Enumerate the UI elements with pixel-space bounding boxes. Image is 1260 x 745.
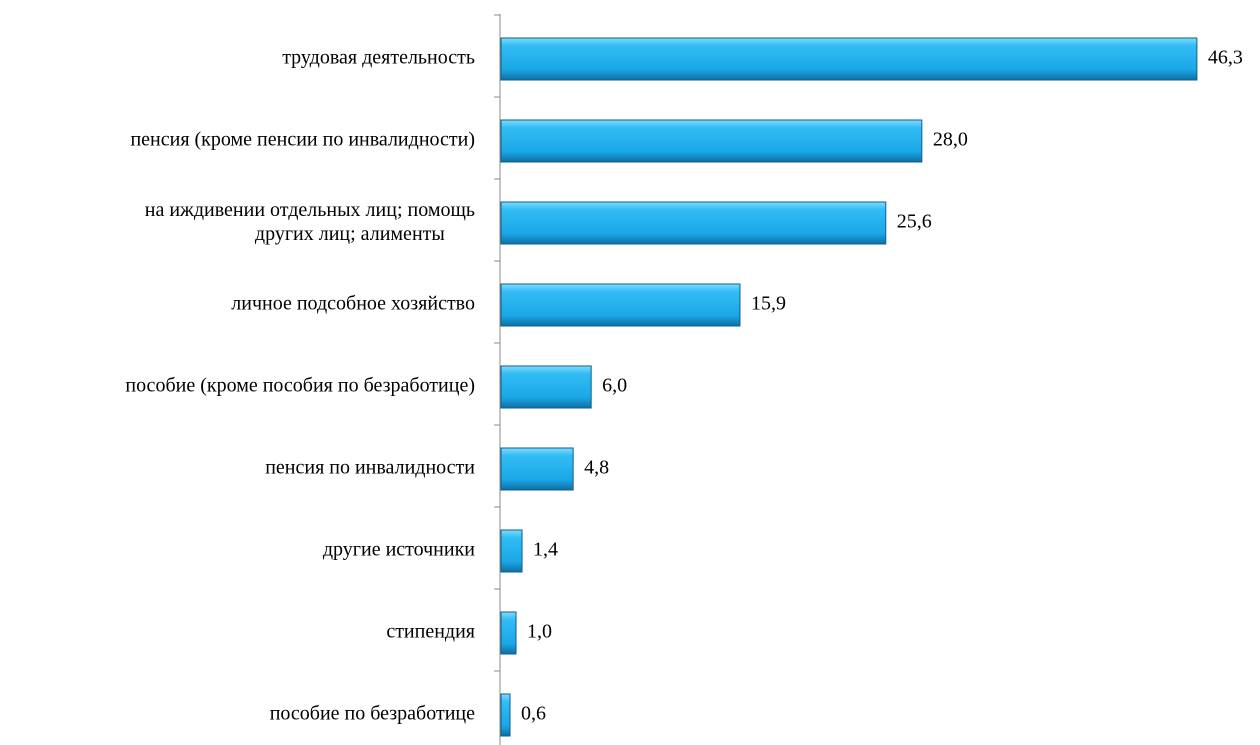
value-label: 15,9 xyxy=(751,293,786,315)
bar xyxy=(500,611,517,655)
bar xyxy=(500,365,592,409)
value-label: 1,4 xyxy=(533,539,558,561)
category-label: другие источники xyxy=(323,539,475,561)
bar xyxy=(500,447,574,491)
bar xyxy=(500,529,523,573)
value-label: 0,6 xyxy=(521,703,546,725)
category-label: трудовая деятельность xyxy=(282,47,475,69)
value-label: 28,0 xyxy=(933,129,968,151)
bar xyxy=(500,693,511,737)
category-label: пособие по безработице xyxy=(270,703,475,725)
bar xyxy=(500,37,1198,81)
category-label: пенсия по инвалидности xyxy=(265,457,475,479)
category-label: стипендия xyxy=(386,621,475,643)
value-label: 25,6 xyxy=(897,211,932,233)
value-label: 6,0 xyxy=(602,375,627,397)
bar xyxy=(500,201,887,245)
value-label: 46,3 xyxy=(1208,47,1243,69)
bar xyxy=(500,119,923,163)
bar xyxy=(500,283,741,327)
category-label: на иждивении отдельных лиц; помощь других… xyxy=(145,199,475,245)
value-label: 4,8 xyxy=(584,457,609,479)
category-label: пенсия (кроме пенсии по инвалидности) xyxy=(130,129,475,151)
category-label: пособие (кроме пособия по безработице) xyxy=(125,375,475,397)
value-label: 1,0 xyxy=(527,621,552,643)
category-label: личное подсобное хозяйство xyxy=(231,293,475,315)
